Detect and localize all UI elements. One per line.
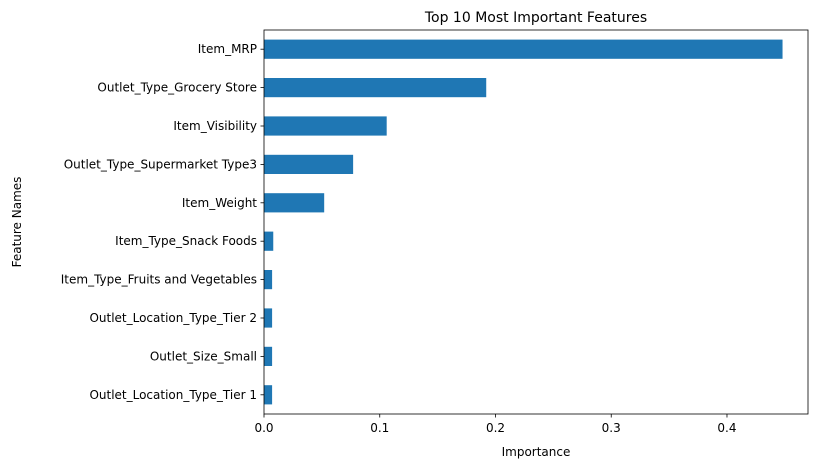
plot-area-frame bbox=[263, 29, 809, 415]
bar bbox=[264, 78, 487, 98]
y-tick-label: Outlet_Type_Supermarket Type3 bbox=[64, 157, 257, 171]
y-tick-label: Item_Type_Snack Foods bbox=[115, 234, 257, 248]
bar bbox=[264, 116, 387, 136]
bar bbox=[264, 270, 273, 290]
y-tick-label: Item_Visibility bbox=[173, 119, 257, 133]
bars-layer bbox=[264, 39, 783, 405]
y-tick-label: Item_Type_Fruits and Vegetables bbox=[61, 273, 257, 287]
bar bbox=[264, 193, 325, 213]
x-tick-label: 0.0 bbox=[254, 421, 273, 435]
y-tick-label: Outlet_Location_Type_Tier 1 bbox=[89, 388, 257, 402]
y-tick-label: Outlet_Size_Small bbox=[150, 349, 257, 363]
bar bbox=[264, 154, 354, 174]
y-tick-label: Outlet_Location_Type_Tier 2 bbox=[89, 311, 257, 325]
bar bbox=[264, 39, 783, 59]
bar bbox=[264, 231, 274, 251]
y-axis-label: Feature Names bbox=[10, 177, 24, 268]
y-axis-ticks: Item_MRP Outlet_Type_Grocery Store Item_Vi… bbox=[61, 42, 264, 402]
x-tick-label: 0.2 bbox=[486, 421, 505, 435]
x-tick-label: 0.3 bbox=[602, 421, 621, 435]
bar bbox=[264, 385, 273, 405]
chart-title: Top 10 Most Important Features bbox=[424, 10, 647, 26]
y-tick-label: Item_Weight bbox=[182, 196, 257, 210]
x-axis-ticks: 0.0 0.1 0.2 0.3 0.4 bbox=[254, 414, 737, 435]
y-tick-label: Item_MRP bbox=[198, 42, 257, 56]
x-tick-label: 0.4 bbox=[717, 421, 736, 435]
x-tick-label: 0.1 bbox=[370, 421, 389, 435]
x-axis-label: Importance bbox=[502, 445, 571, 459]
bar bbox=[264, 308, 273, 328]
bar bbox=[264, 346, 273, 366]
y-tick-label: Outlet_Type_Grocery Store bbox=[97, 81, 257, 95]
